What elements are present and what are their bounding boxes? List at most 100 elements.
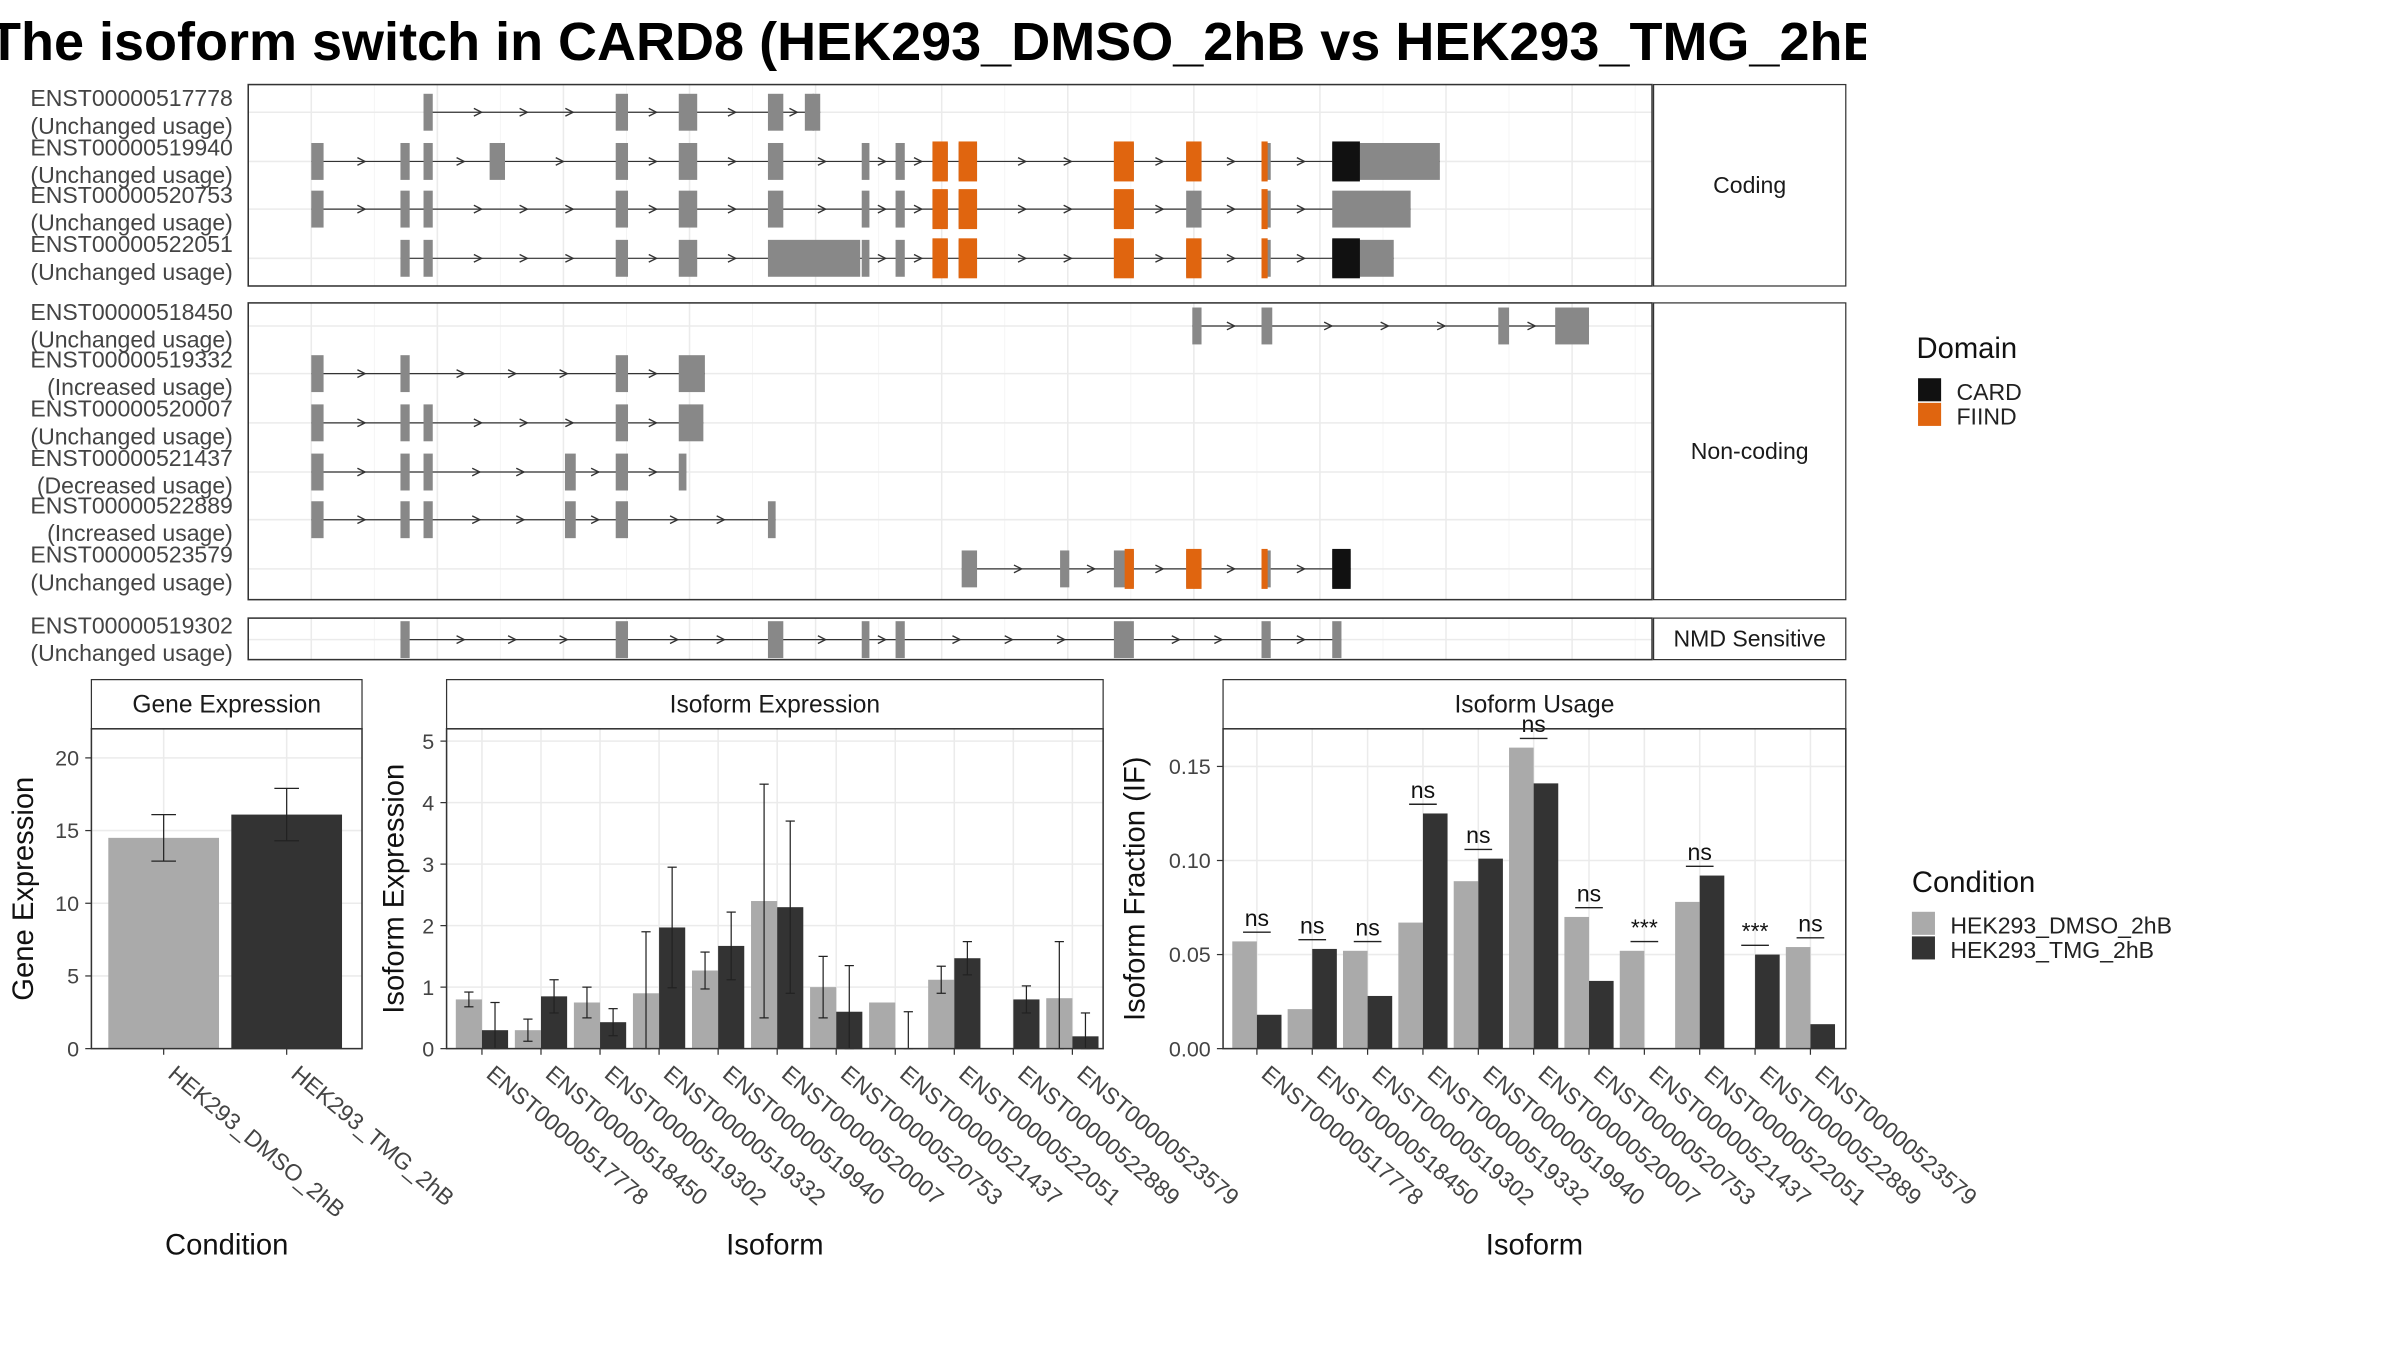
- panel-title: Isoform Expression: [670, 692, 880, 719]
- exon: [615, 355, 629, 393]
- exon: [400, 142, 410, 180]
- domain-legend-title: Domain: [1917, 333, 2018, 365]
- y-axis-title: Isoform Expression: [379, 764, 411, 1014]
- exon: [615, 239, 629, 277]
- bar-tmg: [1533, 783, 1559, 1049]
- transcript-usage: (Increased usage): [47, 520, 233, 546]
- direction-arrow: [1226, 253, 1237, 263]
- direction-arrow: [1017, 253, 1028, 263]
- transcript-usage: (Unchanged usage): [30, 569, 232, 595]
- direction-arrow: [648, 467, 659, 477]
- direction-arrow: [1086, 564, 1097, 574]
- y-tick-label: 0.05: [1169, 943, 1211, 967]
- direction-arrow: [648, 107, 659, 117]
- direction-arrow: [648, 156, 659, 166]
- direction-arrow: [1296, 204, 1307, 214]
- direction-arrow: [913, 156, 924, 166]
- bar-dmso: [1509, 747, 1534, 1049]
- direction-arrow: [519, 204, 529, 214]
- exon: [400, 355, 410, 393]
- direction-arrow: [1017, 156, 1028, 166]
- transcript-usage: (Unchanged usage): [30, 326, 232, 352]
- transcript-usage: (Increased usage): [47, 374, 233, 400]
- panel-border: [1222, 728, 1847, 1050]
- direction-arrow: [669, 635, 680, 645]
- transcript-id: ENST00000519302: [30, 612, 232, 638]
- direction-arrow: [716, 635, 726, 645]
- transcript-id: ENST00000521437: [30, 445, 232, 471]
- direction-arrow: [727, 156, 738, 166]
- bar-tmg: [1589, 980, 1614, 1049]
- domain-fiind: [1261, 238, 1268, 279]
- direction-arrow: [519, 418, 529, 428]
- direction-arrow: [1226, 564, 1237, 574]
- direction-arrow: [357, 156, 367, 166]
- isoform-usage-panel: Isoform Usage 0.00 0.05 0.10 0.15 Isoform Isof…: [1120, 678, 1982, 1262]
- direction-arrow: [789, 107, 799, 117]
- bar-dmso: [1342, 950, 1368, 1049]
- direction-arrow: [507, 369, 518, 379]
- significance-label: ***: [1742, 918, 1769, 944]
- exon: [1332, 190, 1411, 228]
- direction-arrow: [515, 467, 526, 477]
- direction-arrow: [565, 418, 575, 428]
- domain-card: [1332, 238, 1360, 279]
- exon: [678, 453, 687, 491]
- bar-tmg: [1312, 948, 1337, 1049]
- significance-label: ns: [1577, 881, 1601, 907]
- direction-arrow: [357, 369, 367, 379]
- direction-arrow: [727, 107, 738, 117]
- direction-arrow: [877, 204, 888, 214]
- panel-strip: [1652, 617, 1847, 661]
- transcript-usage: (Unchanged usage): [30, 210, 232, 236]
- panel-strip-label: NMD Sensitive: [1673, 626, 1825, 652]
- direction-arrow: [877, 635, 888, 645]
- domain-fiind: [1186, 238, 1202, 279]
- direction-arrow: [473, 418, 484, 428]
- direction-arrow: [507, 635, 518, 645]
- x-axis-title: Isoform: [726, 1230, 823, 1262]
- exon: [615, 501, 629, 539]
- direction-arrow: [877, 253, 888, 263]
- panel-strip: [1222, 678, 1847, 730]
- direction-arrow: [1380, 321, 1390, 331]
- exon: [861, 190, 870, 228]
- y-tick-label: 5: [67, 965, 79, 989]
- domain-fiind: [932, 238, 948, 279]
- transcript-usage: (Unchanged usage): [30, 423, 232, 449]
- direction-arrow: [669, 515, 680, 525]
- direction-arrow: [1155, 253, 1165, 263]
- significance-label: ns: [1688, 839, 1712, 865]
- transcript-id: ENST00000517778: [30, 85, 232, 111]
- structure-panel-bg: [248, 302, 1653, 600]
- direction-arrow: [1063, 204, 1073, 214]
- direction-arrow: [1063, 156, 1073, 166]
- significance-label: ***: [1631, 914, 1658, 940]
- y-tick-label: 0.10: [1169, 849, 1211, 873]
- exon: [615, 404, 629, 442]
- transcript-id: ENST00000520007: [30, 396, 232, 422]
- direction-arrow: [1296, 635, 1307, 645]
- exon: [861, 621, 870, 659]
- direction-arrow: [648, 369, 659, 379]
- bar-dmso: [1453, 881, 1479, 1049]
- significance-label: ns: [1245, 905, 1269, 931]
- significance-label: ns: [1300, 913, 1324, 939]
- panel-border: [90, 728, 363, 1050]
- direction-arrow: [357, 467, 367, 477]
- direction-arrow: [1017, 204, 1028, 214]
- exon: [311, 355, 324, 393]
- y-tick-label: 15: [55, 819, 79, 843]
- direction-arrow: [519, 107, 529, 117]
- direction-arrow: [817, 635, 828, 645]
- legend-swatch-card: [1918, 378, 1942, 402]
- domain-fiind: [958, 141, 978, 182]
- bar-dmso: [455, 999, 482, 1049]
- exon: [1186, 190, 1202, 228]
- panel-strip: [1652, 83, 1847, 287]
- transcript-usage: (Decreased usage): [37, 473, 233, 499]
- direction-arrow: [1226, 156, 1237, 166]
- structure-panel-border: [247, 617, 1653, 661]
- bar-dmso: [869, 1002, 896, 1049]
- exon: [1060, 550, 1070, 588]
